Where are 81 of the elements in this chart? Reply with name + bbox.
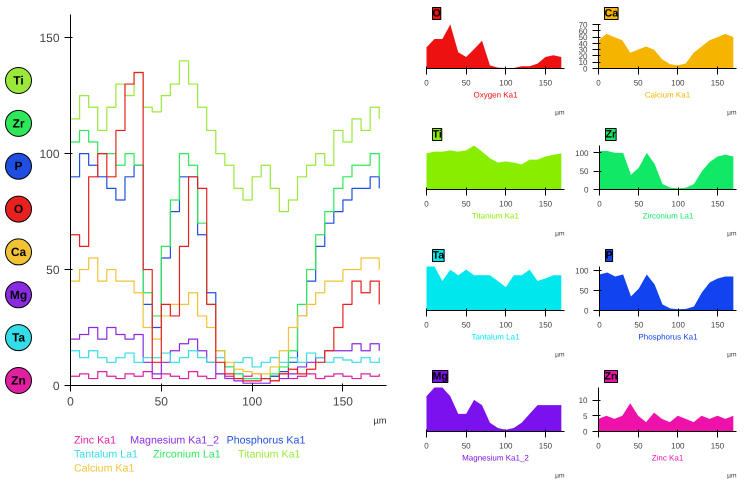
y-tick-label: 70: [578, 20, 588, 30]
text: Tantalum La1: [74, 448, 138, 460]
x-tick-label: 100: [671, 442, 686, 450]
y-tick-label: 0: [52, 379, 60, 393]
y-tick-label: 10: [578, 396, 588, 406]
y-tick-label: 0: [584, 306, 590, 316]
x-tick-label: 150: [332, 394, 354, 408]
text: Zirconium La1: [153, 448, 221, 460]
y-tick-label: 60: [578, 26, 588, 36]
x-tick-label: 150: [538, 442, 553, 450]
x-tick-label: 50: [462, 78, 472, 88]
y-tick-label: 150: [39, 31, 60, 46]
x-tick-label: 50: [154, 394, 168, 408]
text: Zr: [12, 116, 25, 130]
x-axis-title: Calcium Ka1: [644, 90, 691, 100]
text: P: [14, 159, 23, 174]
text: Ta: [12, 330, 26, 345]
x-tick-label: 50: [634, 442, 644, 450]
x-tick-label: 0: [596, 78, 602, 88]
y-tick-label: 100: [575, 148, 590, 158]
y-tick-label: 50: [46, 263, 60, 278]
x-axis-title: Magnesium Ka1_2: [462, 454, 530, 462]
text: Mg: [432, 370, 448, 382]
x-tick-label: 50: [634, 200, 644, 208]
x-tick-label: 50: [462, 320, 472, 330]
y-tick-label: 10: [578, 58, 588, 68]
y-tick-label: 0: [583, 428, 588, 436]
text: Mg: [10, 288, 28, 302]
x-axis-title: Zinc Ka1: [652, 454, 684, 462]
x-tick-label: 150: [538, 320, 553, 330]
text: µm: [373, 416, 387, 426]
x-tick-label: 50: [462, 200, 472, 208]
text: Zn: [11, 374, 26, 388]
x-tick-label: 100: [499, 320, 514, 330]
x-axis-title: Zirconium La1: [642, 212, 694, 220]
y-tick-label: 5: [583, 412, 588, 421]
text: Titanium Ka1: [238, 448, 301, 460]
text: Phosphorus Ka1: [226, 434, 306, 446]
text: Calcium Ka1: [74, 462, 134, 474]
x-tick-label: 0: [424, 200, 430, 208]
x-tick-label: 150: [710, 78, 725, 88]
text: Ti: [432, 128, 442, 140]
text: O: [432, 8, 441, 20]
x-tick-label: 100: [242, 394, 262, 408]
x-tick-label: 0: [424, 78, 430, 88]
x-tick-label: 100: [499, 200, 514, 208]
text: Magnesium Ka1_2: [130, 434, 220, 446]
text: Ti: [13, 74, 24, 88]
x-tick-label: 50: [634, 320, 644, 330]
x-tick-label: 150: [710, 442, 725, 450]
x-tick-label: 0: [596, 442, 602, 450]
x-tick-label: 0: [597, 200, 602, 208]
text: O: [14, 202, 24, 216]
text: Ca: [10, 244, 26, 259]
x-tick-label: 150: [710, 200, 725, 208]
y-tick-label: 0: [584, 186, 590, 194]
y-tick-label: 0: [583, 64, 588, 74]
x-tick-label: 100: [499, 442, 514, 450]
x-tick-label: 0: [424, 320, 430, 330]
x-tick-label: 0: [67, 394, 74, 408]
x-tick-label: 0: [597, 320, 602, 330]
x-tick-label: 0: [424, 442, 430, 450]
y-tick-label: 50: [580, 167, 590, 176]
x-tick-label: 150: [538, 200, 553, 208]
x-axis-title: Oxygen Ka1: [473, 90, 518, 100]
x-tick-label: 100: [671, 78, 686, 88]
text: Zn: [604, 370, 618, 382]
x-tick-label: 100: [672, 200, 686, 208]
x-axis-title: Tantalum La1: [471, 332, 520, 342]
x-tick-label: 50: [462, 442, 472, 450]
x-tick-label: 100: [672, 320, 686, 330]
y-tick-label: 100: [39, 147, 60, 162]
x-tick-label: 150: [538, 78, 553, 88]
y-tick-label: 50: [580, 286, 590, 296]
x-axis-title: Titanium Ka1: [472, 212, 520, 220]
x-tick-label: 150: [710, 320, 725, 330]
y-tick-label: 100: [575, 266, 590, 276]
x-axis-title: Phosphorus Ka1: [638, 332, 698, 342]
x-tick-label: 50: [634, 78, 644, 88]
x-tick-label: 100: [499, 78, 514, 88]
text: Zinc Ka1: [74, 434, 116, 446]
